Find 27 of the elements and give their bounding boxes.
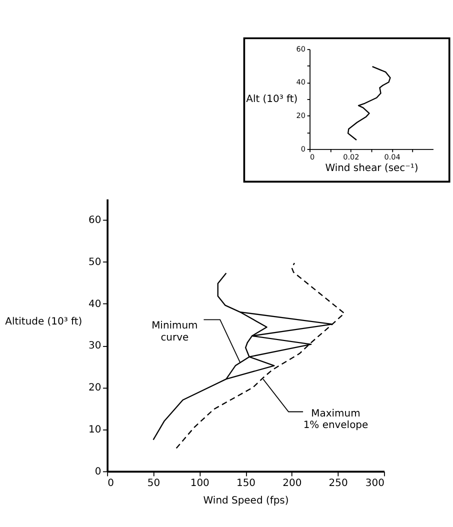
x-tick-label: 100: [190, 478, 210, 490]
y-tick-label: 0: [94, 466, 102, 478]
y-tick-label: 20: [88, 382, 102, 394]
x-tick-label: 0: [108, 478, 114, 490]
x-tick-label: 50: [147, 478, 160, 490]
y-tick-label: 40: [296, 78, 306, 87]
y-axis-title: Alt (10³ ft): [246, 94, 298, 106]
y-tick-label: 60: [88, 215, 102, 226]
x-tick-label: 0.02: [343, 152, 360, 162]
x-tick-label: 0.04: [384, 152, 401, 162]
x-tick-label: 250: [328, 478, 348, 490]
x-axis-title: Wind shear (sec⁻¹): [325, 163, 418, 174]
x-tick-label: 200: [282, 478, 302, 490]
x-tick-label: 150: [236, 478, 256, 490]
y-tick-label: 50: [88, 256, 102, 268]
annotation: Maximum 1% envelope: [303, 408, 368, 432]
x-tick-label: 0: [310, 152, 316, 162]
annotation: Minimum curve: [152, 320, 198, 344]
y-tick-label: 0: [300, 144, 306, 154]
y-tick-label: 30: [88, 340, 102, 352]
y-tick-label: 60: [296, 44, 306, 54]
y-axis-title: Altitude (10³ ft): [5, 316, 82, 328]
y-tick-label: 20: [296, 110, 306, 120]
x-tick-label: 300: [365, 478, 384, 490]
y-tick-label: 10: [88, 424, 102, 436]
x-axis-title: Wind Speed (fps): [203, 495, 289, 506]
y-tick-label: 40: [88, 298, 102, 310]
